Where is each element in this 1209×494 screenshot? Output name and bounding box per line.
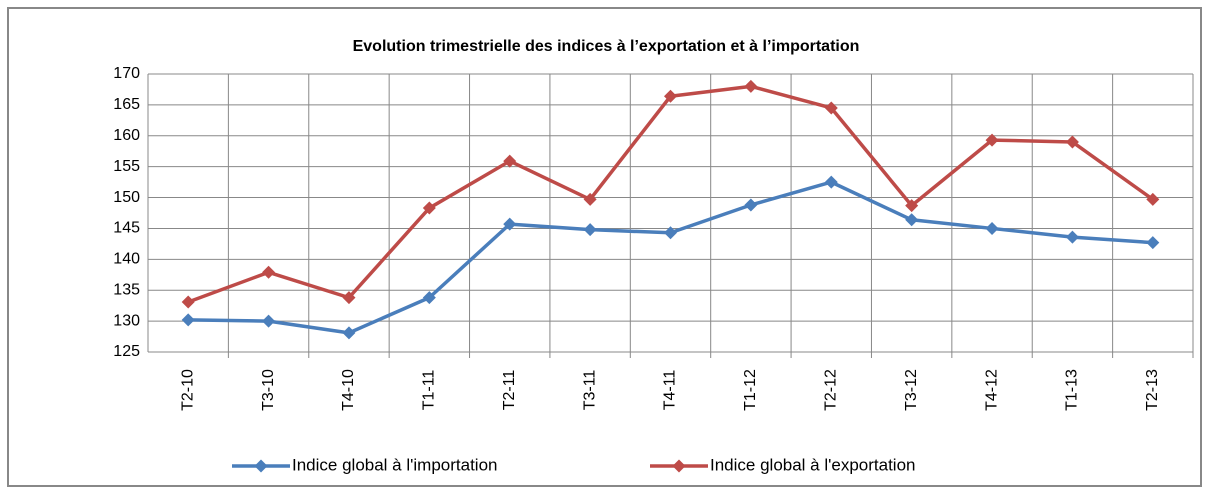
x-tick-label: T2-11 — [501, 370, 518, 411]
point-marker — [1065, 135, 1079, 149]
point-marker — [583, 192, 597, 206]
x-tick-label: T3-12 — [903, 369, 920, 411]
point-marker — [905, 213, 919, 227]
x-tick-label: T2-12 — [822, 369, 839, 411]
x-tick-label: T1-13 — [1064, 369, 1081, 411]
x-tick-label: T4-12 — [983, 369, 1000, 411]
point-marker — [744, 198, 758, 212]
point-marker — [262, 314, 276, 328]
point-marker — [985, 133, 999, 147]
y-tick-label: 130 — [113, 312, 140, 329]
x-tick-label: T2-10 — [179, 369, 196, 411]
point-marker — [1146, 236, 1160, 250]
x-tick-label: T3-10 — [260, 369, 277, 411]
chart-border — [7, 7, 1202, 487]
x-tick-label: T2-13 — [1144, 369, 1161, 411]
point-marker — [744, 79, 758, 93]
point-marker — [1146, 192, 1160, 206]
legend-label: Indice global à l'importation — [292, 455, 497, 474]
x-tick-label: T4-10 — [340, 369, 357, 411]
x-tick-label: T1-11 — [421, 370, 438, 411]
point-marker — [985, 221, 999, 235]
chart-title: Evolution trimestrielle des indices à l’… — [353, 38, 860, 55]
point-marker — [824, 101, 838, 115]
legend-marker — [672, 459, 686, 473]
y-tick-label: 125 — [113, 343, 140, 360]
point-marker — [503, 217, 517, 231]
y-tick-label: 140 — [113, 251, 140, 268]
y-tick-label: 135 — [113, 281, 140, 298]
x-tick-label: T1-12 — [742, 369, 759, 411]
legend-label: Indice global à l'exportation — [710, 455, 916, 474]
point-marker — [262, 265, 276, 279]
point-marker — [664, 226, 677, 240]
point-marker — [181, 313, 195, 327]
y-tick-label: 160 — [113, 127, 140, 144]
y-tick-label: 170 — [113, 65, 140, 82]
point-marker — [824, 175, 838, 189]
point-marker — [422, 201, 436, 215]
point-marker — [422, 291, 436, 305]
x-tick-label: T3-11 — [581, 370, 598, 411]
point-marker — [905, 199, 919, 213]
y-tick-label: 150 — [113, 189, 140, 206]
point-marker — [503, 154, 517, 168]
point-marker — [342, 291, 356, 305]
point-marker — [583, 223, 597, 237]
point-marker — [1065, 230, 1079, 244]
point-marker — [664, 89, 677, 103]
point-marker — [181, 295, 195, 309]
x-tick-label: T4-11 — [662, 370, 679, 411]
y-tick-label: 145 — [113, 220, 140, 237]
y-tick-label: 165 — [113, 96, 140, 113]
point-marker — [342, 326, 356, 340]
y-tick-label: 155 — [113, 158, 140, 175]
legend-marker — [254, 459, 268, 473]
